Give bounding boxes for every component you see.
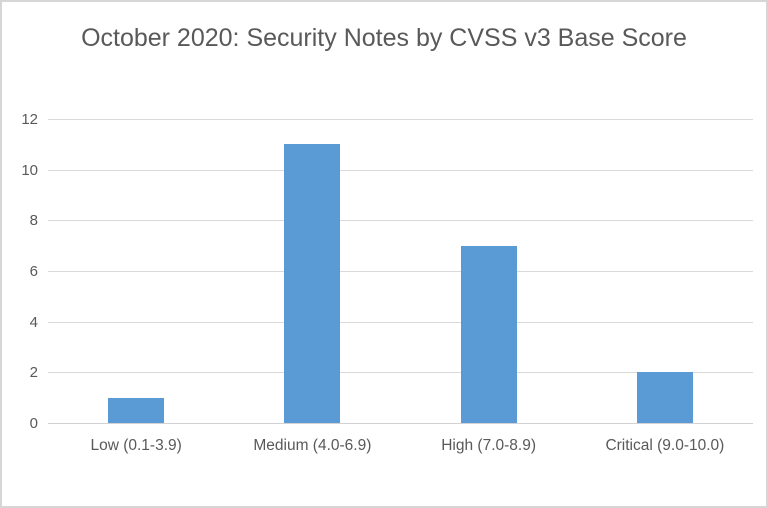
gridline-y-10 bbox=[48, 169, 753, 171]
bar-high bbox=[460, 245, 517, 423]
gridline-y-12 bbox=[48, 119, 753, 120]
y-tick-label-4: 4 bbox=[29, 313, 38, 331]
gridline-y-2 bbox=[48, 372, 753, 374]
x-tick-label-low: Low (0.1-3.9) bbox=[90, 437, 182, 454]
gridline-y-4 bbox=[48, 321, 753, 323]
y-tick-label-12: 12 bbox=[21, 111, 38, 128]
bar-critical bbox=[636, 372, 693, 423]
y-tick-label-8: 8 bbox=[29, 212, 38, 230]
bar-low bbox=[108, 397, 165, 423]
gridline-y-0 bbox=[48, 423, 753, 424]
gridline-y-6 bbox=[48, 271, 753, 272]
x-tick-label-high: High (7.0-8.9) bbox=[441, 437, 537, 454]
y-tick-label-2: 2 bbox=[29, 364, 38, 382]
y-tick-label-6: 6 bbox=[29, 263, 38, 280]
chart-title: October 2020: Security Notes by CVSS v3 … bbox=[81, 24, 687, 52]
y-tick-label-10: 10 bbox=[21, 161, 38, 179]
gridline-y-8 bbox=[48, 220, 753, 222]
x-tick-label-critical: Critical (9.0-10.0) bbox=[605, 437, 725, 454]
plot-area bbox=[48, 119, 753, 424]
bar-medium bbox=[284, 144, 341, 423]
y-tick-label-0: 0 bbox=[29, 415, 38, 432]
x-tick-label-medium: Medium (4.0-6.9) bbox=[253, 437, 372, 454]
